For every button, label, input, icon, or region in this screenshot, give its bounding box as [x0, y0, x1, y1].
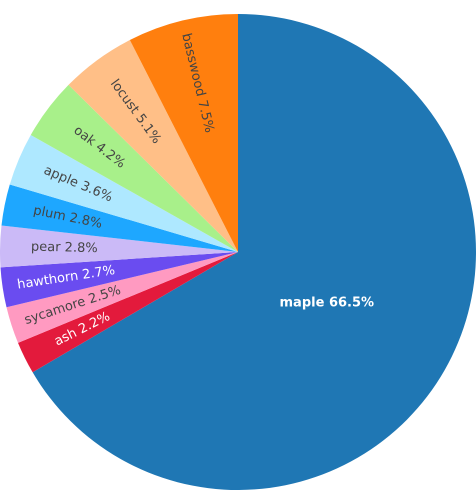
pie-slice-ash	[18, 252, 239, 373]
pie-slice-sycamore	[6, 252, 239, 343]
pie-label-maple: maple 66.5%	[280, 295, 375, 310]
pie-slice-hawthorn	[0, 252, 238, 308]
pie-slice-apple	[9, 134, 238, 252]
pie-slices	[0, 14, 476, 490]
pie-slice-locust	[68, 39, 238, 252]
pie-slice-oak	[30, 84, 238, 252]
pie-label-pear: pear 2.8%	[31, 240, 98, 257]
pie-slice-pear	[0, 225, 238, 268]
pie-slice-plum	[1, 184, 238, 252]
pie-slice-maple	[32, 14, 476, 490]
pie-slice-basswood	[129, 14, 238, 252]
